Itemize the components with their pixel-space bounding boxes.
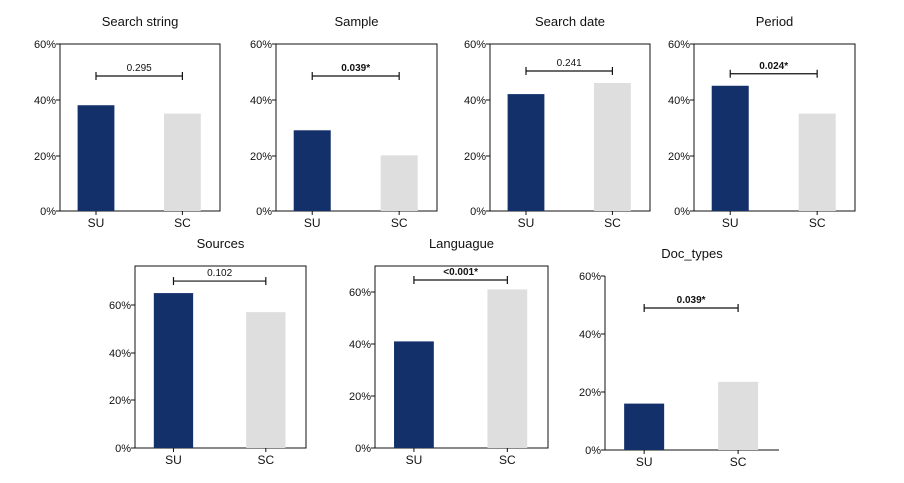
x-tick-label: SU <box>518 216 535 230</box>
p-value-label: 0.102 <box>207 268 232 279</box>
p-value-label: <0.001* <box>443 267 478 278</box>
chart-title: Doc_types <box>661 246 723 261</box>
y-tick-label: 40% <box>579 329 601 341</box>
p-value-label: 0.039* <box>677 295 706 306</box>
x-tick-label: SC <box>391 216 408 230</box>
y-tick-label: 40% <box>109 348 131 360</box>
y-tick-label: 40% <box>349 339 371 351</box>
y-tick-label: 0% <box>256 206 272 218</box>
y-tick-label: 20% <box>464 151 486 163</box>
x-tick-label: SU <box>722 216 739 230</box>
chart-6: Languague 0% 20% 40% 60% SU SC <0.001* <box>349 236 549 467</box>
y-tick-label: 60% <box>579 271 601 283</box>
x-tick-label: SC <box>809 216 826 230</box>
plot-frame <box>275 43 438 212</box>
x-tick-label: SC <box>604 216 621 230</box>
chart-3: Search date 0% 20% 40% 60% SU SC 0.241 <box>464 14 651 230</box>
chart-4: Period 0% 20% 40% 60% SU SC 0.024* <box>668 14 856 230</box>
y-tick-label: 20% <box>109 395 131 407</box>
x-tick-label: SC <box>499 453 516 467</box>
bar-sc <box>487 289 528 448</box>
bar-sc <box>594 82 631 211</box>
y-tick-label: 20% <box>668 151 690 163</box>
y-tick-label: 20% <box>250 151 272 163</box>
p-value-label: 0.295 <box>127 63 152 74</box>
chart-1: Search string 0% 20% 40% 60% SU SC 0.295 <box>34 14 221 230</box>
bar-sc <box>380 155 418 211</box>
bar-su <box>394 341 434 448</box>
plot-frame <box>489 43 651 212</box>
bar-su <box>507 94 545 211</box>
x-tick-label: SU <box>636 455 653 469</box>
bar-sc <box>718 381 759 450</box>
plot-frame <box>693 43 856 212</box>
y-tick-label: 60% <box>109 300 131 312</box>
y-tick-label: 20% <box>34 151 56 163</box>
y-tick-label: 20% <box>349 391 371 403</box>
y-tick-label: 0% <box>585 445 601 457</box>
p-value-label: 0.241 <box>557 58 582 69</box>
bar-su <box>293 130 331 211</box>
p-value-label: 0.024* <box>759 61 788 72</box>
x-tick-label: SC <box>730 455 747 469</box>
chart-title: Sample <box>334 14 378 29</box>
x-tick-label: SU <box>165 453 182 467</box>
chart-5: Sources 0% 20% 40% 60% SU SC 0.102 <box>109 236 307 467</box>
y-tick-label: 40% <box>250 95 272 107</box>
bar-su <box>153 293 194 448</box>
bar-su <box>624 403 665 450</box>
chart-title: Search string <box>102 14 179 29</box>
bar-su <box>77 105 115 211</box>
y-tick-label: 60% <box>349 287 371 299</box>
chart-title: Languague <box>429 236 494 251</box>
y-tick-label: 40% <box>668 95 690 107</box>
bar-sc <box>246 312 286 448</box>
plot-frame <box>374 265 549 449</box>
y-tick-label: 60% <box>250 39 272 51</box>
chart-title: Search date <box>535 14 605 29</box>
chart-title: Period <box>756 14 794 29</box>
y-tick-label: 0% <box>115 443 131 455</box>
chart-title: Sources <box>197 236 245 251</box>
y-tick-label: 60% <box>34 39 56 51</box>
y-tick-label: 60% <box>668 39 690 51</box>
chart-7: Doc_types 0% 20% 40% 60% SU SC 0.039* <box>579 246 779 469</box>
plot-frame <box>59 43 221 212</box>
x-tick-label: SU <box>406 453 423 467</box>
x-tick-label: SC <box>174 216 191 230</box>
y-tick-label: 60% <box>464 39 486 51</box>
y-tick-label: 20% <box>579 387 601 399</box>
x-tick-label: SC <box>257 453 274 467</box>
y-tick-label: 40% <box>464 95 486 107</box>
chart-2: Sample 0% 20% 40% 60% SU SC 0.039* <box>250 14 438 230</box>
y-tick-label: 0% <box>355 443 371 455</box>
x-tick-label: SU <box>88 216 105 230</box>
x-tick-label: SU <box>304 216 321 230</box>
plot-frame <box>134 265 307 449</box>
bar-su <box>711 85 749 211</box>
y-tick-label: 40% <box>34 95 56 107</box>
p-value-label: 0.039* <box>341 63 370 74</box>
y-tick-label: 0% <box>674 206 690 218</box>
y-tick-label: 0% <box>40 206 56 218</box>
bar-sc <box>798 113 836 211</box>
bar-sc <box>164 113 201 211</box>
y-tick-label: 0% <box>470 206 486 218</box>
